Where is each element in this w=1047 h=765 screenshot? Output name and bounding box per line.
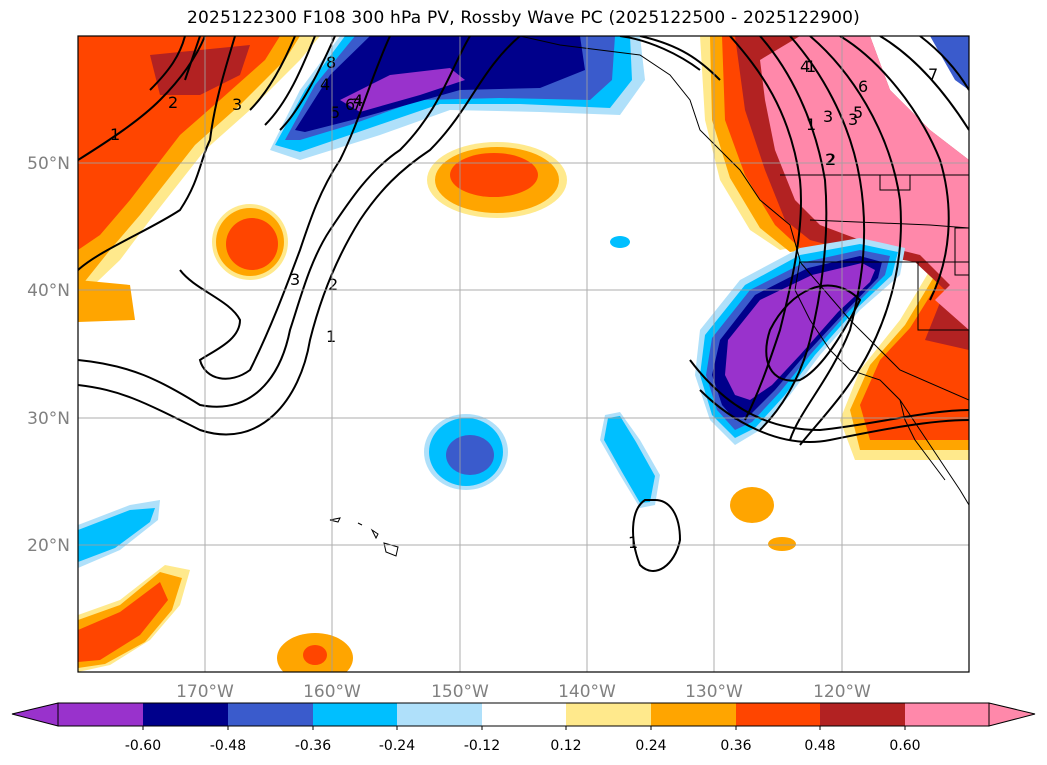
colorbar-swatch [228, 703, 313, 726]
lat-label: 20°N [27, 536, 70, 556]
contour-label: 6 [345, 95, 355, 114]
colorbar-tick-label: 0.36 [720, 738, 751, 754]
contour-label: 5 [853, 103, 863, 122]
lon-label: 130°W [685, 682, 743, 702]
colorbar-tick-label: -0.48 [210, 738, 246, 754]
negative-anomaly-subtropical [424, 236, 660, 508]
map-title: 2025122300 F108 300 hPa PV, Rossby Wave … [187, 8, 860, 28]
lat-label: 40°N [27, 281, 70, 301]
contour-label: 2 [328, 275, 338, 294]
contour-label: 1 [628, 533, 638, 552]
contour-label: 4 [800, 57, 810, 76]
colorbar-swatch [482, 703, 566, 726]
contour-label: 1 [806, 115, 816, 134]
colorbar-swatch [313, 703, 397, 726]
negative-anomaly-southwest [78, 500, 160, 568]
negative-anomaly-north [270, 36, 645, 160]
contour-label: 3 [848, 110, 858, 129]
colorbar-swatch [58, 703, 143, 726]
colorbar-tick-label: 0.12 [550, 738, 581, 754]
positive-anomaly-southwest [78, 565, 190, 672]
colorbar-tick-label: 0.60 [889, 738, 920, 754]
contour-label: 1 [806, 57, 816, 76]
colorbar-extend-min [11, 702, 59, 727]
contour-label-layer: 1 2 3 4 5 6 7 8 1 2 3 4 1 2 3 1 2 3 4 5 … [110, 53, 938, 552]
lon-label: 150°W [431, 682, 489, 702]
lon-label: 160°W [303, 682, 361, 702]
contour-label: 6 [858, 77, 868, 96]
contour-label: 4 [353, 91, 363, 110]
coastline-layer [329, 36, 969, 557]
colorbar-swatch [736, 703, 820, 726]
contour-label: 1 [326, 327, 336, 346]
colorbar-tick-label: -0.60 [125, 738, 161, 754]
positive-anomaly-blobs [212, 142, 796, 672]
contour-label: 7 [928, 65, 938, 84]
colorbar-swatch [905, 703, 989, 726]
colorbar-extend-max [988, 702, 1036, 727]
colorbar-swatch [566, 703, 651, 726]
contour-label: 3 [290, 270, 300, 289]
colorbar-tick-label: 0.48 [804, 738, 835, 754]
colorbar-tick-label: 0.24 [635, 738, 666, 754]
lat-label: 50°N [27, 154, 70, 174]
colorbar-tick-label: -0.12 [464, 738, 500, 754]
lat-label: 30°N [27, 409, 70, 429]
negative-anomaly-trough [695, 238, 905, 445]
contour-label: 4 [320, 75, 330, 94]
lon-label: 140°W [558, 682, 616, 702]
colorbar: -0.60 -0.48 -0.36 -0.24 -0.12 0.12 0.24 … [11, 702, 1036, 754]
contour-label: 5 [330, 103, 340, 122]
contour-label: 2 [826, 150, 836, 169]
colorbar-tick-label: -0.36 [295, 738, 331, 754]
latitude-labels: 50°N 40°N 30°N 20°N [27, 154, 70, 556]
colorbar-swatch [651, 703, 736, 726]
contour-label: 3 [823, 107, 833, 126]
lon-label: 170°W [176, 682, 234, 702]
colorbar-tick-label: -0.24 [379, 738, 415, 754]
contour-label: 7 [352, 95, 362, 114]
colorbar-frame [57, 702, 990, 727]
lon-label: 120°W [813, 682, 871, 702]
contour-label: 3 [232, 95, 242, 114]
contour-label: 8 [326, 53, 336, 72]
graticule [78, 36, 969, 672]
pv-contour-layer [78, 36, 969, 572]
colorbar-swatch [820, 703, 905, 726]
colorbar-swatch [143, 703, 228, 726]
contour-label: 1 [110, 125, 120, 144]
longitude-labels: 170°W 160°W 150°W 140°W 130°W 120°W [176, 682, 871, 702]
contour-label: 2 [168, 93, 178, 112]
contour-label: 2 [825, 150, 835, 169]
colorbar-swatch [397, 703, 482, 726]
map-frame [77, 35, 970, 673]
